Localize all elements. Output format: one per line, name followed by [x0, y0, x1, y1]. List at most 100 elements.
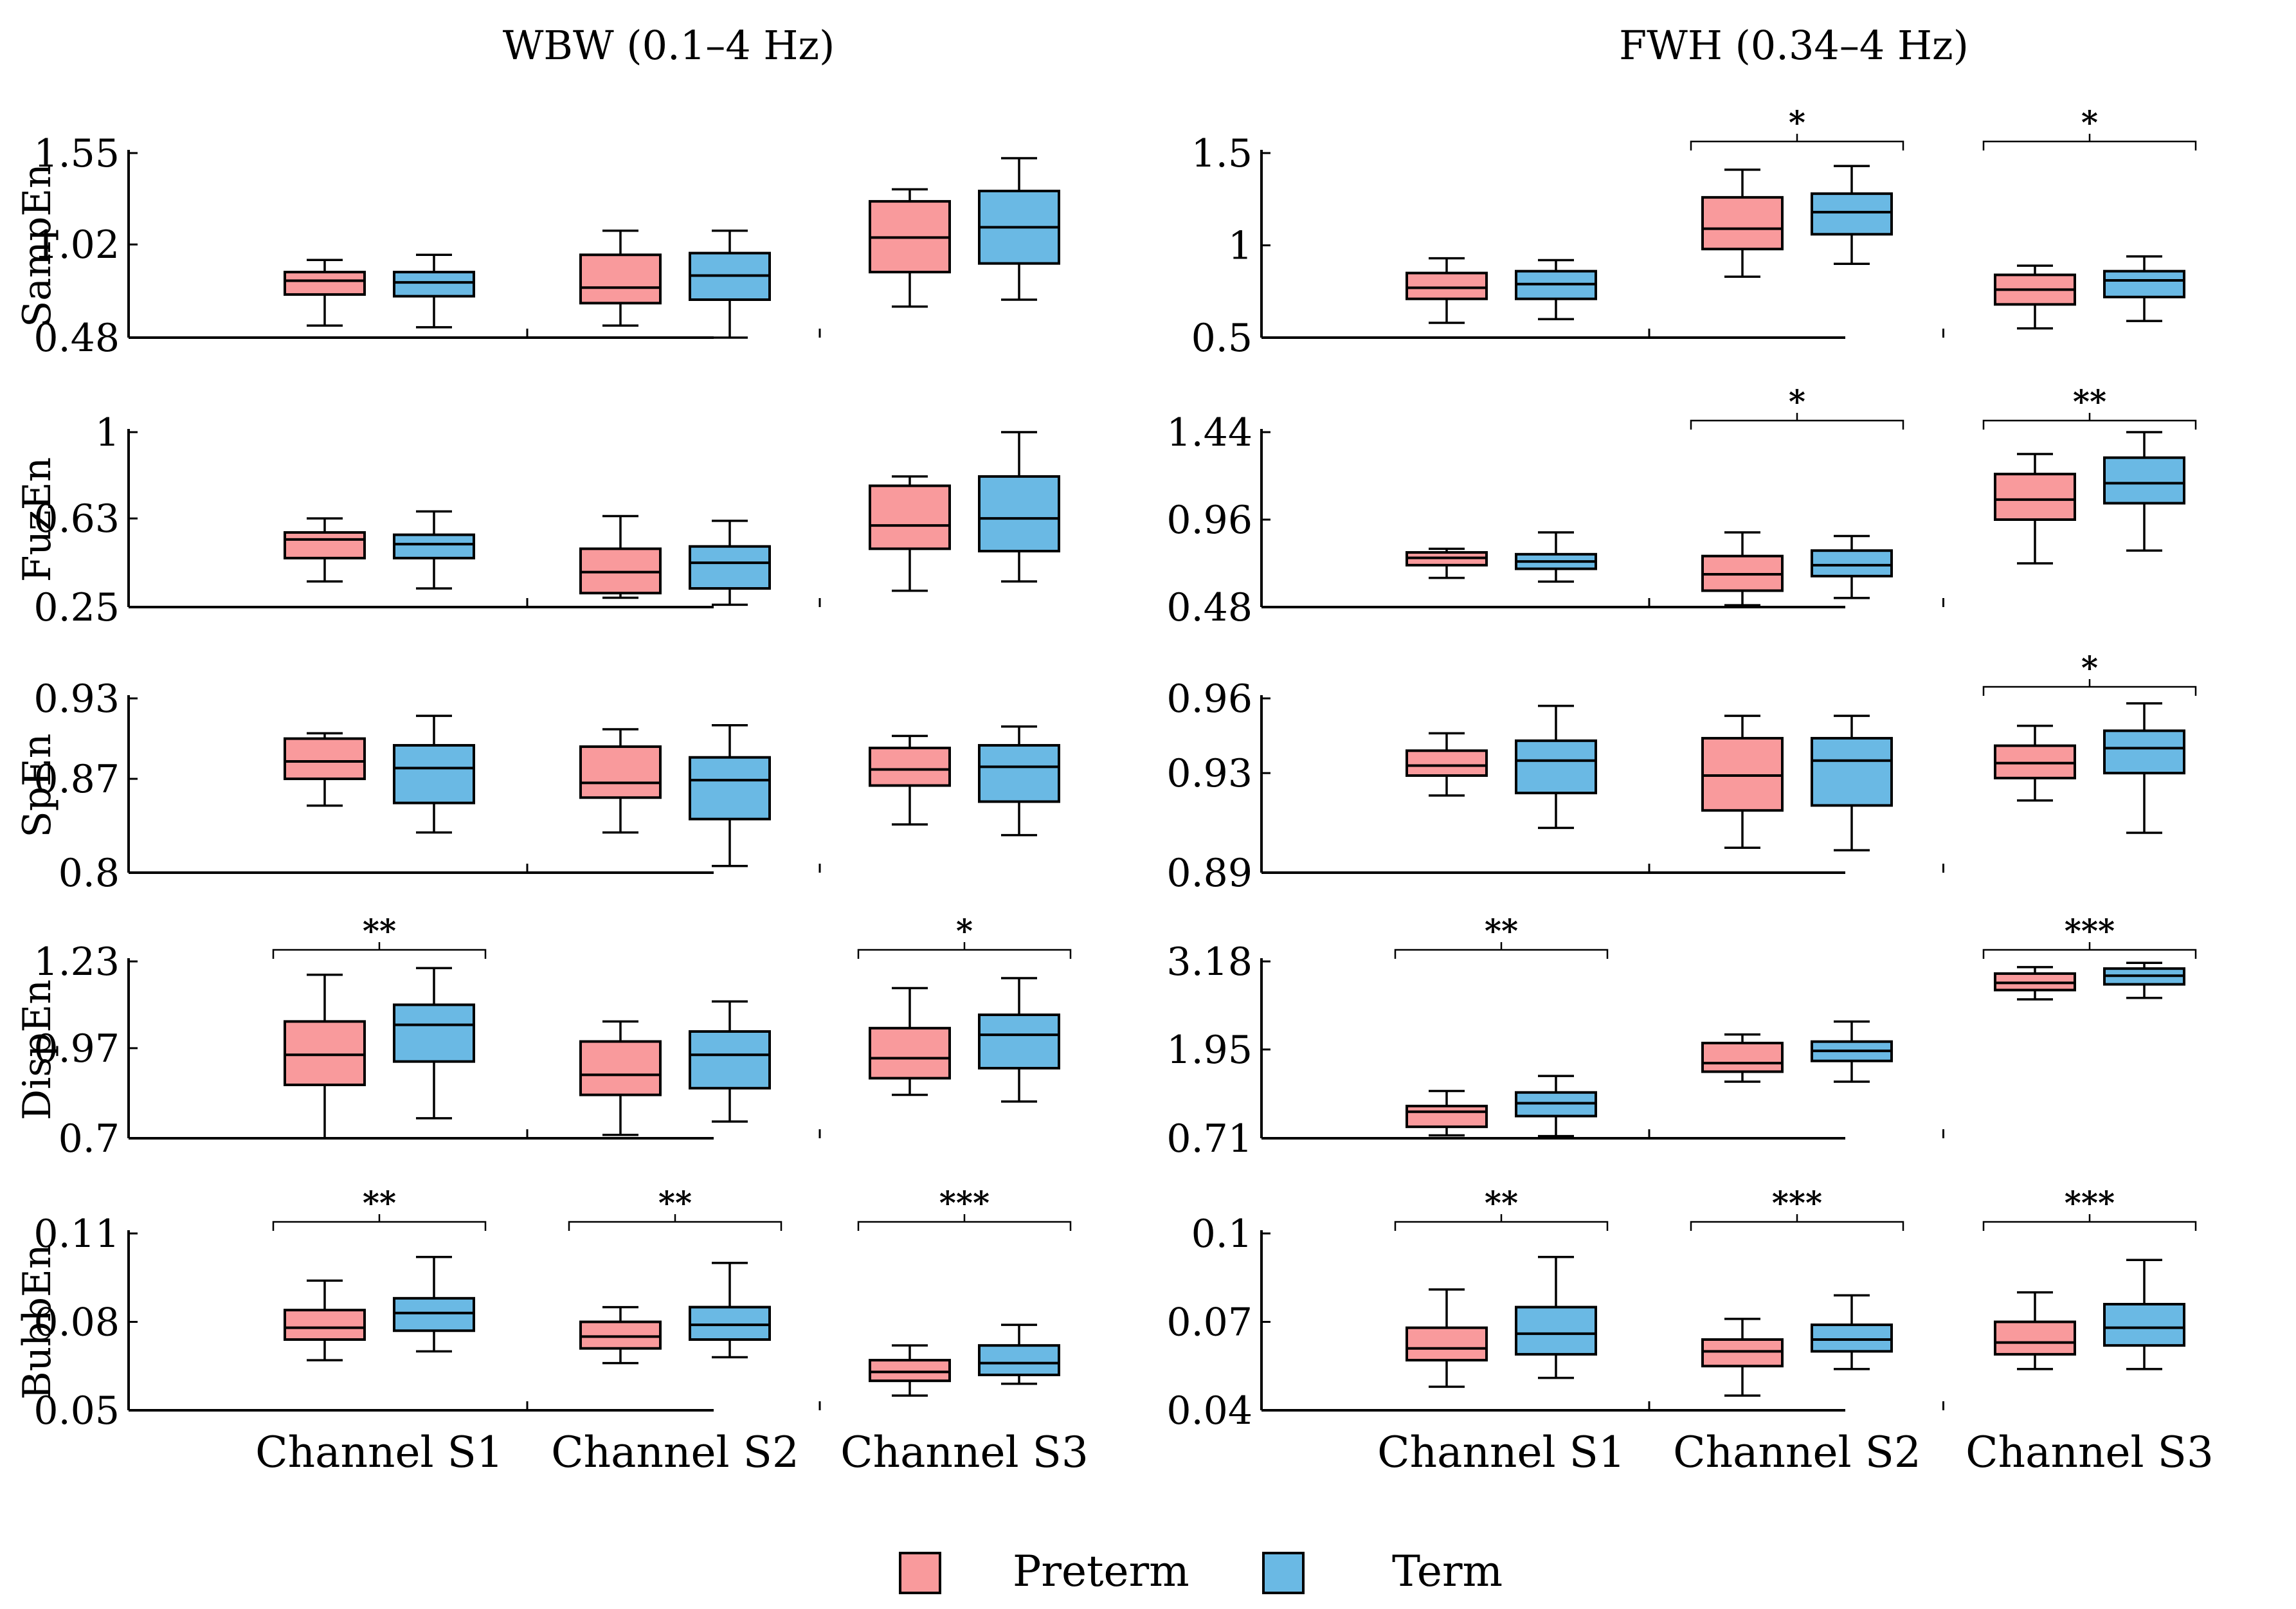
y-tick-label: 0.05: [33, 1388, 120, 1433]
iqr-box: [2103, 269, 2185, 298]
y-tick-label: 0.71: [1166, 1116, 1252, 1161]
iqr-box: [393, 271, 475, 298]
y-tick-label: 0.7: [59, 1116, 120, 1161]
box-preterm-1: [1406, 732, 1488, 797]
iqr-box: [689, 1305, 771, 1341]
iqr-box: [978, 1344, 1060, 1377]
iqr-box: [1515, 1305, 1597, 1356]
bracket-line: [1394, 942, 1609, 959]
box-preterm-2: [1701, 531, 1784, 606]
significance-stars: *: [2081, 104, 2098, 141]
iqr-box: [393, 743, 475, 804]
iqr-box: [978, 475, 1060, 552]
iqr-box: [1515, 739, 1597, 795]
significance-stars: ***: [2065, 912, 2115, 950]
bracket-line: [1690, 413, 1904, 430]
y-tick-label: 0.93: [1166, 751, 1252, 796]
iqr-box: [284, 1309, 366, 1341]
box-term-2: [689, 723, 771, 868]
y-tick-label: 0.87: [33, 757, 120, 802]
box-preterm-3: [869, 475, 951, 592]
box-term-1: [393, 510, 475, 590]
panel-wbw-2: 0.25 0.63 1 FuzEn: [15, 410, 1060, 630]
significance-bracket-2: ***: [1690, 1184, 1904, 1231]
significance-stars: **: [1485, 912, 1518, 950]
y-tick-label: 0.48: [33, 316, 120, 361]
x-tick-label: Channel S2: [551, 1428, 799, 1477]
box-term-1: [393, 714, 475, 834]
significance-bracket-3: *: [857, 912, 1072, 959]
box-term-1: [1515, 531, 1597, 583]
box-term-1: [393, 967, 475, 1120]
panel-fwh-1: 0.5 1 1.5 * *: [1191, 104, 2197, 361]
bracket-line: [1982, 413, 2197, 430]
box-term-2: [1811, 165, 1893, 265]
bracket-line: [857, 942, 1072, 959]
box-term-3: [978, 431, 1060, 583]
box-preterm-1: [1406, 547, 1488, 579]
iqr-box: [1406, 749, 1488, 777]
box-term-1: [1515, 259, 1597, 321]
iqr-box: [1406, 1326, 1488, 1362]
y-tick-label: 0.97: [33, 1026, 120, 1071]
y-tick-label: 1.5: [1191, 131, 1252, 176]
iqr-box: [1811, 192, 1893, 236]
box-term-3: [978, 977, 1060, 1103]
y-tick-label: 0.1: [1191, 1212, 1252, 1257]
significance-bracket-1: **: [1394, 912, 1609, 959]
bracket-line: [1982, 942, 2197, 959]
box-preterm-1: [1406, 1288, 1488, 1388]
box-term-3: [978, 1323, 1060, 1385]
bracket-line: [857, 1214, 1072, 1231]
box-term-1: [393, 253, 475, 329]
column-title-fwh: FWH (0.34–4 Hz): [1619, 22, 1969, 69]
y-tick-label: 0.96: [1166, 677, 1252, 722]
significance-stars: ***: [939, 1184, 990, 1222]
iqr-box: [869, 1359, 951, 1383]
iqr-box: [579, 253, 662, 305]
box-term-1: [1515, 1255, 1597, 1379]
y-axis-label: FuzEn: [15, 457, 60, 582]
bracket-line: [272, 1214, 487, 1231]
box-term-3: [2103, 255, 2185, 322]
panel-fwh-4: 0.711.953.18** ***: [1166, 912, 2197, 1161]
legend: Preterm Term: [899, 1547, 1503, 1596]
bracket-line: [1690, 1214, 1904, 1231]
box-term-2: [689, 1262, 771, 1359]
iqr-box: [579, 745, 662, 799]
significance-stars: **: [2073, 383, 2106, 421]
significance-stars: *: [956, 912, 973, 950]
bracket-line: [568, 1214, 782, 1231]
box-preterm-2: [1701, 714, 1784, 850]
significance-bracket-2: *: [1690, 104, 1904, 150]
box-term-3: [2103, 702, 2185, 834]
box-term-2: [689, 229, 771, 339]
box-term-1: [393, 1255, 475, 1353]
significance-stars: ***: [1772, 1184, 1822, 1222]
y-tick-label: 0.93: [33, 677, 120, 722]
iqr-box: [579, 1040, 662, 1096]
significance-stars: *: [2081, 649, 2098, 687]
iqr-box: [978, 1014, 1060, 1070]
x-tick-label: Channel S3: [1966, 1428, 2214, 1477]
box-preterm-3: [869, 188, 951, 308]
y-tick-label: 0.8: [59, 851, 120, 896]
significance-stars: *: [1789, 383, 1805, 421]
significance-bracket-3: ***: [1982, 1184, 2197, 1231]
y-axis-label: BubbEn: [15, 1244, 60, 1400]
bracket-line: [1982, 679, 2197, 696]
iqr-box: [978, 743, 1060, 803]
box-term-2: [1811, 1294, 1893, 1370]
legend-label-term: Term: [1392, 1547, 1503, 1596]
iqr-box: [2103, 1303, 2185, 1347]
x-tick-label: Channel S2: [1673, 1428, 1921, 1477]
y-tick-label: 0.07: [1166, 1300, 1252, 1345]
box-term-2: [1811, 1020, 1893, 1083]
box-term-3: [2103, 1259, 2185, 1370]
box-term-2: [689, 520, 771, 606]
y-axis-label: DispEn: [15, 979, 60, 1120]
